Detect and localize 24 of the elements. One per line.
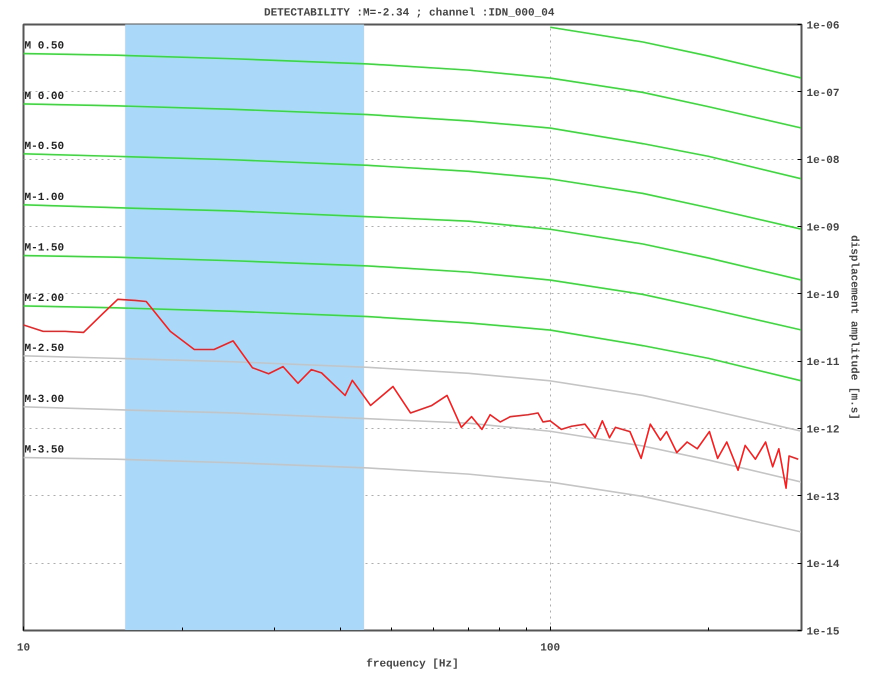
series-label: M 0.50: [24, 40, 64, 53]
series-label: M-1.00: [24, 192, 64, 204]
y-tick-label: 1e-08: [806, 155, 840, 168]
y-tick-label: 1e-09: [806, 222, 840, 234]
y-tick-label: 1e-13: [806, 492, 840, 504]
y-tick-label: 1e-12: [806, 424, 840, 436]
series-label: M 0.00: [24, 90, 64, 103]
series-label: M-2.00: [24, 292, 64, 305]
series-label: M-3.00: [24, 394, 64, 406]
series-label: M-3.50: [24, 444, 64, 457]
y-axis-title: displacement amplitude [m.s]: [848, 235, 860, 420]
x-axis-title: frequency [Hz]: [366, 658, 459, 670]
y-tick-label: 1e-06: [806, 20, 840, 32]
series-label: M-2.50: [24, 342, 64, 355]
chart-title: DETECTABILITY :M=-2.34 ; channel :IDN_000_04: [264, 8, 555, 20]
x-tick-label: 10: [16, 642, 30, 654]
x-tick-label: 100: [540, 642, 560, 654]
series-label: M-1.50: [24, 242, 64, 255]
y-tick-label: 1e-10: [806, 290, 840, 302]
y-tick-label: 1e-14: [806, 559, 840, 572]
y-tick-label: 1e-15: [806, 626, 840, 638]
y-tick-label: 1e-07: [806, 88, 840, 100]
series-label: M-0.50: [24, 140, 64, 153]
y-tick-label: 1e-11: [806, 357, 840, 370]
